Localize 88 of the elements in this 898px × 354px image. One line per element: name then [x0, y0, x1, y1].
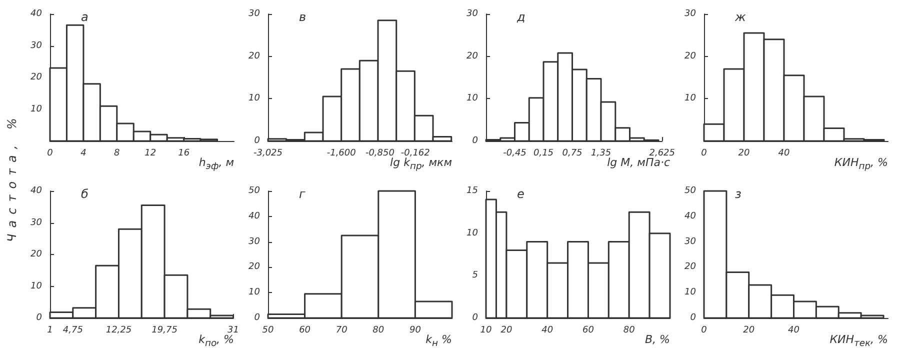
x-tick-label: 60 [299, 326, 311, 336]
y-tick-label: 20 [684, 51, 696, 62]
x-axis-title: B, % [645, 333, 670, 346]
x-tick-label: 40 [778, 148, 790, 158]
y-tick-label: 30 [248, 9, 260, 19]
y-tick-label: 40 [30, 9, 42, 19]
x-tick-label: 0 [701, 148, 708, 158]
x-axis-title: k$_{по}$, % [198, 333, 234, 350]
x-tick-label: 0 [47, 148, 54, 158]
x-tick-label: 31 [228, 326, 239, 336]
x-tick-label: 0 [701, 326, 708, 336]
chart-title: е [517, 187, 524, 201]
y-tick-label: 20 [30, 72, 42, 82]
x-tick-label: 80 [372, 326, 384, 336]
x-axis-title: k$_{н}$ % [426, 333, 452, 350]
y-tick-label: 0 [472, 136, 478, 146]
y-tick-label: 0 [254, 313, 260, 323]
y-tick-label: 0 [690, 313, 696, 323]
y-tick-label: 40 [30, 186, 42, 196]
x-tick-label: 1 [47, 326, 53, 336]
y-tick-label: 40 [684, 211, 696, 222]
x-tick-label: 40 [542, 326, 554, 336]
y-tick-label: 5 [472, 270, 478, 281]
y-tick-label: 0 [472, 313, 478, 323]
x-tick-label: -0,162 [400, 148, 430, 158]
y-axis-title: Частота, % [5, 112, 20, 242]
x-tick-label: 16 [178, 148, 190, 158]
y-tick-label: 0 [254, 136, 260, 146]
chart-title: б [81, 187, 89, 201]
y-tick-label: 10 [248, 288, 260, 298]
x-tick-label: -0,45 [503, 148, 527, 158]
x-tick-label: 12 [144, 148, 156, 158]
x-tick-label: -0,850 [365, 148, 395, 158]
y-tick-label: 30 [30, 218, 42, 228]
y-tick-label: 30 [684, 236, 696, 247]
x-tick-label: 20 [738, 148, 750, 158]
x-tick-label: -3,025 [253, 148, 283, 158]
y-tick-label: 15 [466, 186, 478, 196]
y-tick-label: 0 [36, 313, 42, 323]
y-tick-label: 30 [30, 40, 42, 51]
x-tick-label: 4 [80, 148, 87, 158]
x-tick-label: 20 [500, 326, 512, 336]
chart-title: а [81, 10, 88, 24]
y-tick-label: 20 [466, 51, 478, 62]
y-tick-label: 30 [248, 236, 260, 247]
x-tick-label: -1,600 [326, 148, 356, 158]
x-tick-label: 20 [743, 326, 755, 336]
chart-title: г [299, 187, 306, 201]
y-tick-label: 20 [248, 262, 260, 272]
y-tick-label: 10 [248, 94, 260, 104]
x-tick-label: 8 [114, 148, 120, 158]
x-tick-label: 40 [788, 326, 800, 336]
chart-title: ж [734, 10, 746, 24]
x-tick-label: 19,75 [152, 326, 178, 336]
chart-title: в [299, 10, 306, 24]
x-axis-title: h$_{эф}$, м [198, 156, 234, 172]
y-tick-label: 20 [30, 250, 42, 260]
x-tick-label: 12,25 [106, 326, 132, 336]
y-tick-label: 20 [684, 262, 696, 272]
y-tick-label: 10 [466, 228, 478, 238]
x-axis-title: КИН$_{тек}$, % [830, 333, 888, 350]
x-tick-label: 0,15 [533, 148, 554, 158]
x-tick-label: 4,75 [62, 326, 84, 336]
x-tick-label: 60 [582, 326, 594, 336]
x-axis-title: КИН$_{пр}$, % [834, 156, 888, 172]
y-tick-label: 50 [684, 186, 696, 196]
chart-title: д [516, 10, 526, 24]
x-tick-label: 1,35 [590, 148, 612, 158]
chart-title: з [735, 187, 742, 201]
x-tick-label: 90 [409, 326, 422, 336]
x-tick-label: 70 [336, 326, 348, 336]
y-tick-label: 10 [466, 94, 478, 104]
y-tick-label: 20 [248, 51, 260, 62]
y-tick-label: 10 [684, 94, 696, 104]
x-tick-label: 80 [623, 326, 636, 336]
y-tick-label: 10 [30, 281, 42, 292]
x-tick-label: 2,625 [649, 148, 676, 158]
y-tick-label: 30 [684, 9, 696, 19]
y-tick-label: 40 [248, 211, 260, 222]
y-tick-label: 10 [30, 104, 42, 114]
y-tick-label: 10 [684, 288, 696, 298]
x-axis-title: lg M, мПа·с [607, 156, 670, 169]
x-tick-label: 50 [262, 326, 274, 336]
y-tick-label: 30 [466, 9, 478, 19]
y-tick-label: 50 [248, 186, 260, 196]
x-tick-label: 0,75 [562, 148, 583, 158]
x-axis-title: lg k$_{пр}$, мкм [390, 156, 452, 172]
x-tick-label: 10 [480, 326, 492, 336]
